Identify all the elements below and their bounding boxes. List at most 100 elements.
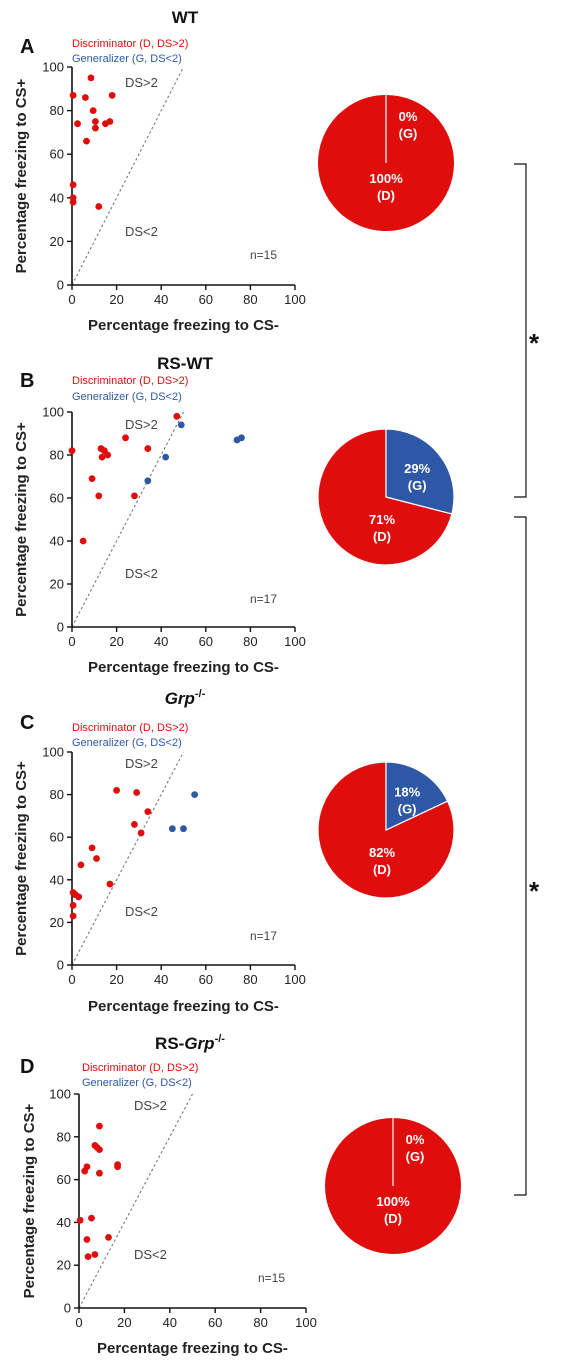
x-tick-label: 80 xyxy=(243,292,257,307)
sample-size-label: n=17 xyxy=(250,592,277,606)
title-text: RS-WT xyxy=(157,354,213,373)
region-label-ds-below: DS<2 xyxy=(125,566,158,581)
legend-generalizer: Generalizer (G, DS<2) xyxy=(82,1077,192,1089)
legend-generalizer: Generalizer (G, DS<2) xyxy=(72,391,182,403)
panel-title: Grp-/- xyxy=(165,688,206,708)
legend-generalizer: Generalizer (G, DS<2) xyxy=(72,53,182,65)
data-point-discriminator xyxy=(105,1234,112,1241)
data-point-discriminator xyxy=(107,881,114,888)
panel-letter: A xyxy=(20,36,34,58)
legend-discriminator: Discriminator (D, DS>2) xyxy=(82,1062,198,1074)
x-tick-label: 100 xyxy=(295,1315,317,1330)
y-tick-label: 80 xyxy=(50,787,64,802)
y-axis-label: Percentage freezing to CS+ xyxy=(13,761,30,956)
data-point-discriminator xyxy=(82,94,89,101)
x-tick-label: 80 xyxy=(243,634,257,649)
region-label-ds-above: DS>2 xyxy=(134,1098,167,1113)
title-text: Grp xyxy=(165,689,195,708)
data-point-discriminator xyxy=(104,452,111,459)
y-axis-label: Percentage freezing to CS+ xyxy=(21,1103,38,1298)
y-tick-label: 80 xyxy=(50,448,64,463)
y-tick-label: 100 xyxy=(49,1087,71,1102)
panel-a: A WT Discriminator (D, DS>2) Generalizer (G… xyxy=(13,8,454,334)
data-point-discriminator xyxy=(74,120,81,127)
data-point-generalizer xyxy=(191,791,198,798)
data-point-discriminator xyxy=(70,199,77,206)
data-point-discriminator xyxy=(92,118,99,125)
sample-size-label: n=15 xyxy=(250,248,277,262)
pie-label-generalizer-code: (G) xyxy=(399,126,418,141)
data-point-discriminator xyxy=(93,855,100,862)
x-tick-label: 0 xyxy=(68,292,75,307)
legend-discriminator: Discriminator (D, DS>2) xyxy=(72,722,188,734)
y-tick-label: 60 xyxy=(50,147,64,162)
data-point-discriminator xyxy=(77,1217,84,1224)
data-point-discriminator xyxy=(70,913,77,920)
y-tick-label: 20 xyxy=(50,915,64,930)
data-point-discriminator xyxy=(83,138,90,145)
x-axis-label: Percentage freezing to CS- xyxy=(88,659,279,676)
y-tick-label: 60 xyxy=(57,1172,71,1187)
legend-discriminator: Discriminator (D, DS>2) xyxy=(72,38,188,50)
pie-label-generalizer-code: (G) xyxy=(398,802,417,817)
data-point-discriminator xyxy=(70,181,77,188)
title-prefix: RS- xyxy=(155,1034,184,1053)
data-point-discriminator xyxy=(173,413,180,420)
bracket-rswt-vs-rsgrp xyxy=(514,517,526,1195)
data-point-discriminator xyxy=(80,538,87,545)
data-point-discriminator xyxy=(96,1123,103,1130)
x-axis-label: Percentage freezing to CS- xyxy=(88,317,279,334)
data-point-discriminator xyxy=(69,447,76,454)
y-tick-label: 40 xyxy=(50,534,64,549)
y-tick-label: 100 xyxy=(42,405,64,420)
pie-chart: 0% (G) 100% (D) xyxy=(318,95,454,231)
title-gene: Grp xyxy=(184,1034,214,1053)
x-axis-label: Percentage freezing to CS- xyxy=(97,1340,288,1357)
region-label-ds-below: DS<2 xyxy=(134,1247,167,1262)
data-point-generalizer xyxy=(144,477,151,484)
x-tick-label: 20 xyxy=(109,292,123,307)
panel-d: D RS-Grp-/- Discriminator (D, DS>2) General… xyxy=(20,1033,461,1357)
x-tick-label: 60 xyxy=(208,1315,222,1330)
data-point-discriminator xyxy=(131,492,138,499)
ds-threshold-line xyxy=(72,412,184,627)
pie-label-discriminator-pct: 100% xyxy=(369,171,403,186)
bracket-wt-vs-rswt xyxy=(514,164,526,497)
data-point-discriminator xyxy=(109,92,116,99)
data-point-discriminator xyxy=(138,830,145,837)
data-point-discriminator xyxy=(95,492,102,499)
x-tick-label: 40 xyxy=(154,972,168,987)
x-tick-label: 20 xyxy=(117,1315,131,1330)
y-tick-label: 60 xyxy=(50,830,64,845)
data-point-discriminator xyxy=(78,861,85,868)
data-point-discriminator xyxy=(85,1253,92,1260)
x-tick-label: 80 xyxy=(243,972,257,987)
data-point-discriminator xyxy=(89,475,96,482)
panel-letter: C xyxy=(20,712,34,734)
x-tick-label: 0 xyxy=(68,634,75,649)
y-tick-label: 0 xyxy=(57,958,64,973)
sample-size-label: n=15 xyxy=(258,1271,285,1285)
title-superscript: -/- xyxy=(215,1033,226,1045)
y-tick-label: 20 xyxy=(57,1258,71,1273)
pie-chart: 0% (G) 100% (D) xyxy=(325,1118,461,1254)
data-point-discriminator xyxy=(131,821,138,828)
y-tick-label: 80 xyxy=(57,1129,71,1144)
x-tick-label: 0 xyxy=(75,1315,82,1330)
data-point-discriminator xyxy=(75,893,82,900)
data-point-discriminator xyxy=(144,808,151,815)
data-point-generalizer xyxy=(238,434,245,441)
data-point-discriminator xyxy=(96,1170,103,1177)
x-tick-label: 20 xyxy=(109,972,123,987)
region-label-ds-above: DS>2 xyxy=(125,75,158,90)
y-tick-label: 100 xyxy=(42,745,64,760)
data-point-discriminator xyxy=(122,434,129,441)
x-tick-label: 100 xyxy=(284,972,306,987)
region-label-ds-below: DS<2 xyxy=(125,224,158,239)
x-tick-label: 40 xyxy=(154,634,168,649)
y-tick-label: 20 xyxy=(50,577,64,592)
title-text: WT xyxy=(172,8,199,27)
y-tick-label: 40 xyxy=(57,1215,71,1230)
significance-star: * xyxy=(529,876,540,906)
